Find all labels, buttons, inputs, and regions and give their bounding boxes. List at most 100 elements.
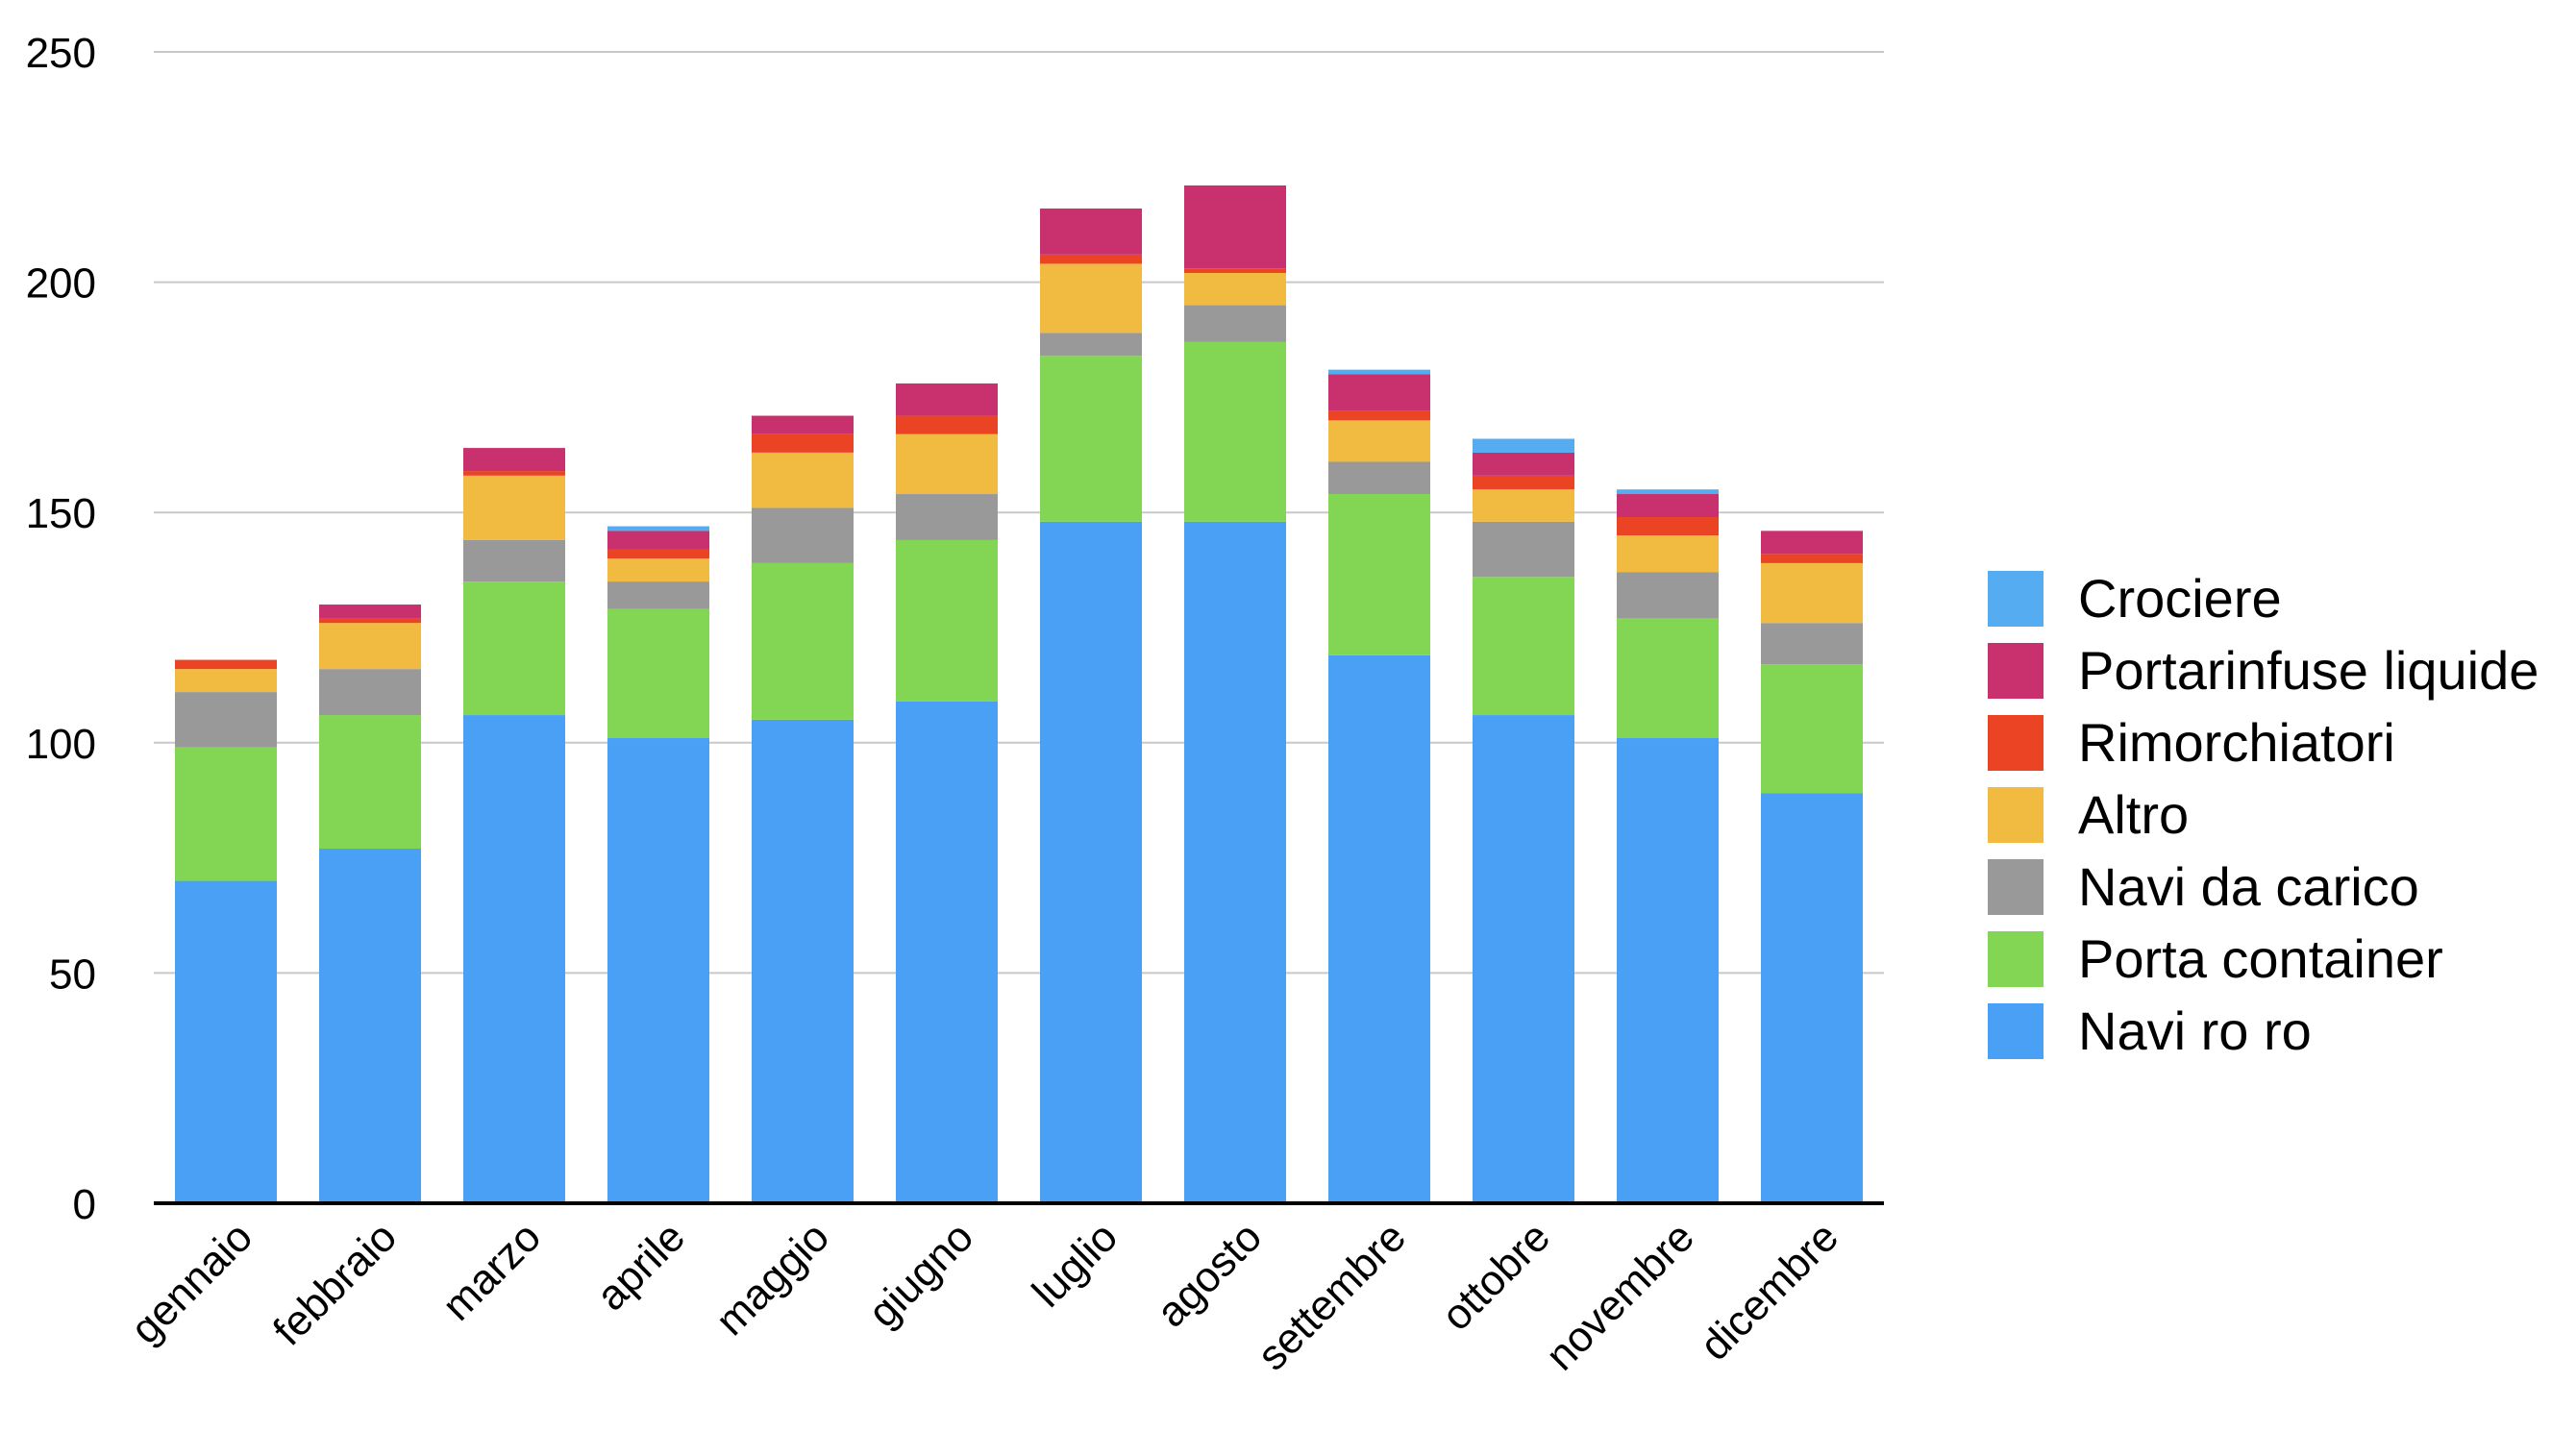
y-tick-label: 200 bbox=[26, 260, 96, 308]
bar-segment bbox=[1617, 738, 1719, 1203]
bar-segment bbox=[1473, 521, 1574, 578]
bar-segment bbox=[175, 669, 277, 693]
bar-segment bbox=[1328, 410, 1430, 421]
y-tick-label: 150 bbox=[26, 490, 96, 537]
legend-swatch bbox=[1988, 715, 2043, 771]
x-tick-label: ottobre bbox=[1433, 1213, 1560, 1340]
x-tick-label: settembre bbox=[1249, 1213, 1415, 1379]
bar-segment bbox=[752, 507, 854, 563]
bar-segment bbox=[1617, 489, 1719, 495]
bar-segment bbox=[1184, 341, 1286, 522]
bar-segment bbox=[1040, 333, 1142, 357]
legend-label: Porta container bbox=[2078, 928, 2443, 989]
bar-segment bbox=[1761, 531, 1863, 555]
bar-segment bbox=[319, 849, 421, 1203]
bar-segment bbox=[896, 539, 998, 702]
bar-segment bbox=[319, 623, 421, 670]
bar-segment bbox=[607, 581, 709, 609]
y-tick-label: 250 bbox=[26, 30, 96, 77]
bar-segment bbox=[1761, 793, 1863, 1203]
bar-segment bbox=[607, 608, 709, 739]
bar-segment bbox=[752, 452, 854, 508]
x-tick-label: gennaio bbox=[122, 1213, 261, 1352]
bar-segment bbox=[463, 475, 565, 540]
bar-segment bbox=[607, 558, 709, 582]
bar-segment bbox=[175, 880, 277, 1203]
bar-segment bbox=[1617, 516, 1719, 536]
bar-segment bbox=[1328, 374, 1430, 411]
legend-swatch bbox=[1988, 1003, 2043, 1059]
bar-segment bbox=[1184, 185, 1286, 269]
x-tick-label: agosto bbox=[1148, 1213, 1271, 1336]
legend-label: Portarinfuse liquide bbox=[2078, 640, 2539, 701]
bar-segment bbox=[1473, 475, 1574, 490]
bar-segment bbox=[1040, 254, 1142, 264]
legend: Crociere Portarinfuse liquide Rimorchiator… bbox=[1988, 568, 2539, 1061]
bar-segment bbox=[896, 494, 998, 540]
legend-swatch bbox=[1988, 931, 2043, 987]
bar-segment bbox=[1040, 356, 1142, 522]
bar-segment bbox=[1328, 494, 1430, 655]
legend-swatch bbox=[1988, 787, 2043, 843]
x-tick-label: marzo bbox=[433, 1213, 550, 1329]
bar-segment bbox=[319, 669, 421, 716]
x-axis: gennaio febbraio marzo aprile maggio giugno lu… bbox=[122, 1213, 1847, 1379]
bar-segment bbox=[1761, 664, 1863, 794]
x-tick-label: novembre bbox=[1537, 1213, 1703, 1379]
bar-segment bbox=[1473, 577, 1574, 716]
bar-segment bbox=[896, 415, 998, 434]
bar-segment bbox=[752, 562, 854, 720]
y-axis: 0 50 100 150 200 250 bbox=[26, 30, 96, 1228]
y-tick-label: 50 bbox=[49, 951, 96, 998]
x-tick-label: aprile bbox=[587, 1213, 694, 1320]
bars bbox=[175, 185, 1863, 1203]
x-tick-label: maggio bbox=[706, 1213, 838, 1345]
bar-segment bbox=[607, 526, 709, 531]
bar-segment bbox=[1328, 369, 1430, 375]
bar-segment bbox=[319, 605, 421, 619]
bar-segment bbox=[1617, 535, 1719, 573]
bar-segment bbox=[1761, 562, 1863, 624]
bar-segment bbox=[607, 738, 709, 1203]
bar-segment bbox=[463, 471, 565, 476]
x-tick-label: giugno bbox=[859, 1213, 982, 1336]
bar-segment bbox=[1184, 268, 1286, 274]
bar-segment bbox=[463, 539, 565, 582]
bar-segment bbox=[896, 383, 998, 416]
legend-label: Navi da carico bbox=[2078, 856, 2419, 917]
bar-segment bbox=[752, 415, 854, 434]
legend-swatch bbox=[1988, 571, 2043, 627]
grid-lines bbox=[154, 51, 1884, 975]
bar-segment bbox=[1617, 618, 1719, 739]
bar-segment bbox=[1473, 489, 1574, 522]
legend-swatch bbox=[1988, 643, 2043, 699]
bar-segment bbox=[1040, 521, 1142, 1203]
bar-segment bbox=[1473, 715, 1574, 1203]
bar-segment bbox=[175, 659, 277, 670]
bar-segment bbox=[607, 549, 709, 559]
x-tick-label: febbraio bbox=[264, 1213, 406, 1354]
bar-segment bbox=[319, 715, 421, 850]
bar-segment bbox=[1184, 521, 1286, 1203]
bar-segment bbox=[752, 433, 854, 453]
bar-segment bbox=[1761, 623, 1863, 665]
bar-segment bbox=[1473, 452, 1574, 476]
legend-swatch bbox=[1988, 859, 2043, 915]
bar-segment bbox=[175, 692, 277, 748]
bar-segment bbox=[319, 618, 421, 624]
bar-segment bbox=[1040, 208, 1142, 255]
bar-segment bbox=[607, 531, 709, 550]
legend-label: Rimorchiatori bbox=[2078, 712, 2395, 773]
bar-segment bbox=[175, 747, 277, 881]
bar-segment bbox=[1761, 554, 1863, 563]
bar-segment bbox=[1184, 273, 1286, 306]
legend-label: Crociere bbox=[2078, 568, 2282, 629]
bar-segment bbox=[1328, 461, 1430, 495]
bar-segment bbox=[1328, 654, 1430, 1203]
bar-segment bbox=[463, 715, 565, 1203]
bar-segment bbox=[896, 701, 998, 1203]
bar-segment bbox=[463, 448, 565, 472]
bar-segment bbox=[896, 433, 998, 495]
y-tick-label: 100 bbox=[26, 721, 96, 768]
